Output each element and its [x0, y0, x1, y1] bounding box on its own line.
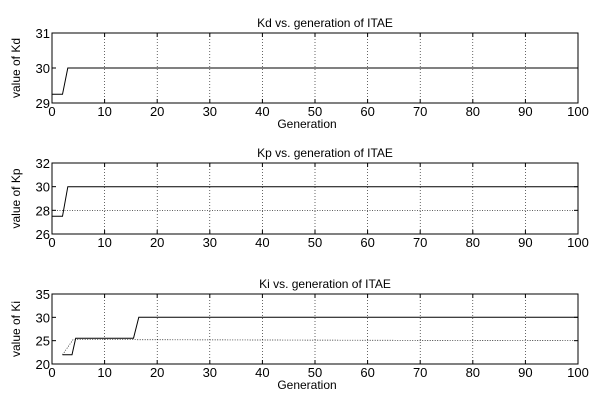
- series-line-1: [52, 67, 578, 95]
- x-tick-label: 50: [308, 104, 322, 119]
- series-line-1: [62, 316, 578, 356]
- x-tick-label: 80: [466, 235, 480, 250]
- x-tick-label: 100: [567, 104, 589, 119]
- x-tick-label: 90: [518, 235, 532, 250]
- x-tick-label: 20: [150, 365, 164, 380]
- plot-area: [52, 163, 578, 234]
- x-tick-label: 60: [360, 235, 374, 250]
- x-tick-label: 30: [203, 235, 217, 250]
- x-tick-label: 0: [48, 104, 55, 119]
- x-tick-label: 0: [48, 365, 55, 380]
- x-tick-label: 40: [255, 365, 269, 380]
- x-tick-label: 80: [466, 365, 480, 380]
- x-tick-label: 30: [203, 365, 217, 380]
- x-tick-label: 70: [413, 104, 427, 119]
- subplot-title: Kp vs. generation of ITAE: [257, 146, 393, 160]
- y-axis-label: value of Ki: [9, 301, 23, 357]
- subplot-title: Ki vs. generation of ITAE: [259, 277, 391, 291]
- x-tick-label: 50: [308, 365, 322, 380]
- y-axis-label: value of Kd: [9, 38, 23, 98]
- x-axis-label: Generation: [277, 117, 336, 131]
- y-tick-label: 30: [36, 180, 50, 195]
- x-tick-label: 40: [255, 235, 269, 250]
- x-axis-label: Generation: [277, 378, 336, 392]
- x-tick-label: 70: [413, 235, 427, 250]
- x-tick-label: 90: [518, 104, 532, 119]
- y-tick-label: 28: [36, 203, 50, 218]
- subplot-1: 0 10 20 30 40 50 60 70 80 90 100 29 30 31 Kd vs. gener…: [9, 16, 589, 131]
- x-tick-label: 90: [518, 365, 532, 380]
- x-tick-label: 10: [97, 235, 111, 250]
- x-tick-label: 20: [150, 104, 164, 119]
- x-tick-label: 0: [48, 235, 55, 250]
- series-line-1: [52, 186, 578, 217]
- x-tick-label: 100: [567, 235, 589, 250]
- y-tick-label: 30: [36, 61, 50, 76]
- x-tick-label: 30: [203, 104, 217, 119]
- x-tick-label: 60: [360, 365, 374, 380]
- y-tick-label: 25: [36, 334, 50, 349]
- x-tick-label: 10: [97, 104, 111, 119]
- x-tick-label: 80: [466, 104, 480, 119]
- subplot-2: 0 10 20 30 40 50 60 70 80 90 100 26 28 30 32 Kp vs. gen…: [9, 146, 589, 250]
- y-axis-label: value of Kp: [9, 168, 23, 228]
- x-tick-label: 60: [360, 104, 374, 119]
- y-tick-label: 30: [36, 310, 50, 325]
- y-tick-label: 20: [36, 357, 50, 372]
- y-tick-label: 32: [36, 156, 50, 171]
- x-tick-label: 50: [308, 235, 322, 250]
- subplot-title: Kd vs. generation of ITAE: [257, 16, 393, 30]
- plot-area: [52, 294, 578, 364]
- x-tick-label: 100: [567, 365, 589, 380]
- subplot-3: 0 10 20 30 40 50 60 70 80 90 100 20 25 30 35 Ki vs. gen…: [9, 277, 589, 392]
- y-tick-label: 29: [36, 96, 50, 111]
- x-tick-label: 40: [255, 104, 269, 119]
- y-tick-label: 31: [36, 26, 50, 41]
- y-tick-label: 35: [36, 287, 50, 302]
- x-tick-label: 70: [413, 365, 427, 380]
- y-tick-label: 26: [36, 227, 50, 242]
- x-tick-label: 20: [150, 235, 164, 250]
- x-tick-label: 10: [97, 365, 111, 380]
